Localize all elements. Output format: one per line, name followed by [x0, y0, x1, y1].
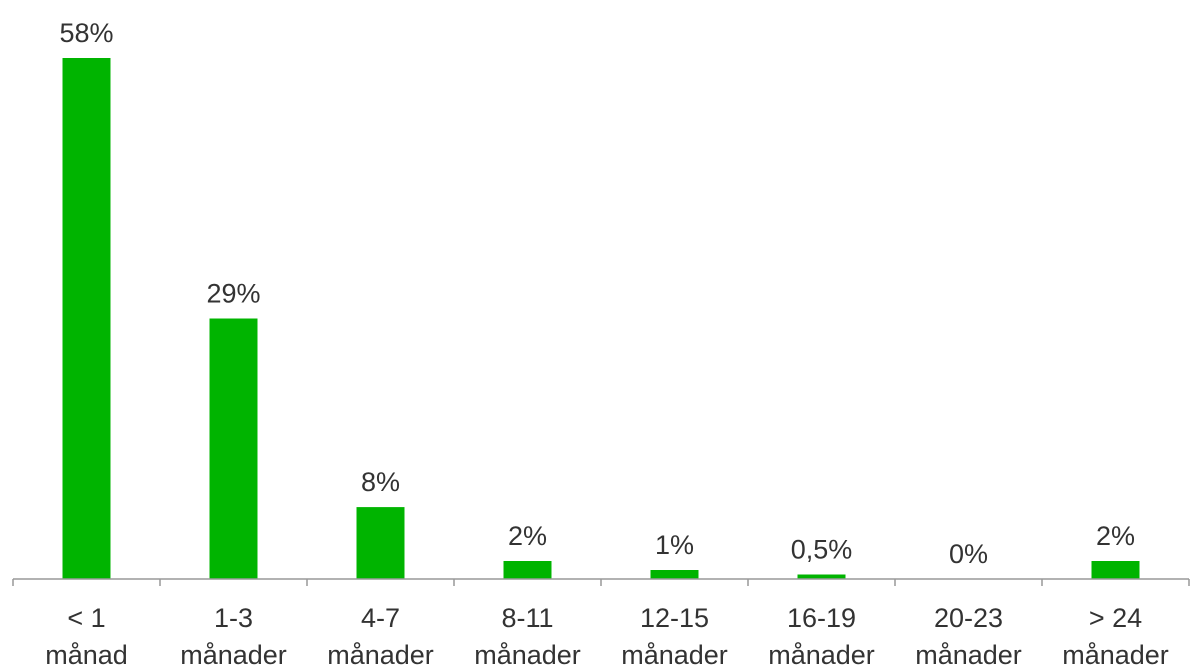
bar — [356, 507, 405, 579]
x-axis — [12, 578, 1190, 586]
x-tick-label: 20-23 — [934, 603, 1003, 633]
data-label: 2% — [508, 521, 547, 551]
data-label: 29% — [206, 279, 260, 309]
x-tick-label: månader — [327, 640, 434, 670]
data-label: 0,5% — [791, 535, 853, 565]
bar — [1091, 561, 1140, 579]
data-label: 0% — [949, 539, 988, 569]
data-label: 8% — [361, 467, 400, 497]
x-tick-label: månad — [45, 640, 128, 670]
bar — [650, 570, 699, 579]
x-tick-label: månader — [621, 640, 728, 670]
bar — [62, 58, 111, 579]
x-tick-label: 1-3 — [214, 603, 253, 633]
bar — [209, 318, 258, 579]
data-label: 1% — [655, 530, 694, 560]
x-tick-label: 8-11 — [501, 603, 553, 633]
x-tick-label: > 24 — [1089, 603, 1142, 633]
x-tick-label: månader — [180, 640, 287, 670]
x-tick-label: < 1 — [67, 603, 105, 633]
x-tick-label: månader — [474, 640, 581, 670]
data-label: 58% — [59, 18, 113, 48]
data-labels-group: 58% 29% 8% 2% 1% 0,5% 0% 2% — [59, 18, 1135, 569]
x-tick-label: 16-19 — [787, 603, 856, 633]
bar — [797, 574, 846, 579]
bars-group — [62, 58, 1140, 579]
x-tick-label: månader — [915, 640, 1022, 670]
x-tick-label: månader — [1062, 640, 1169, 670]
x-tick-label: 12-15 — [640, 603, 709, 633]
data-label: 2% — [1096, 521, 1135, 551]
x-tick-label: månader — [768, 640, 875, 670]
x-tick-labels-group: < 1 månad 1-3 månader 4-7 månader 8-11 månader 1… — [45, 603, 1169, 670]
bar — [503, 561, 552, 579]
x-tick-label: 4-7 — [361, 603, 400, 633]
